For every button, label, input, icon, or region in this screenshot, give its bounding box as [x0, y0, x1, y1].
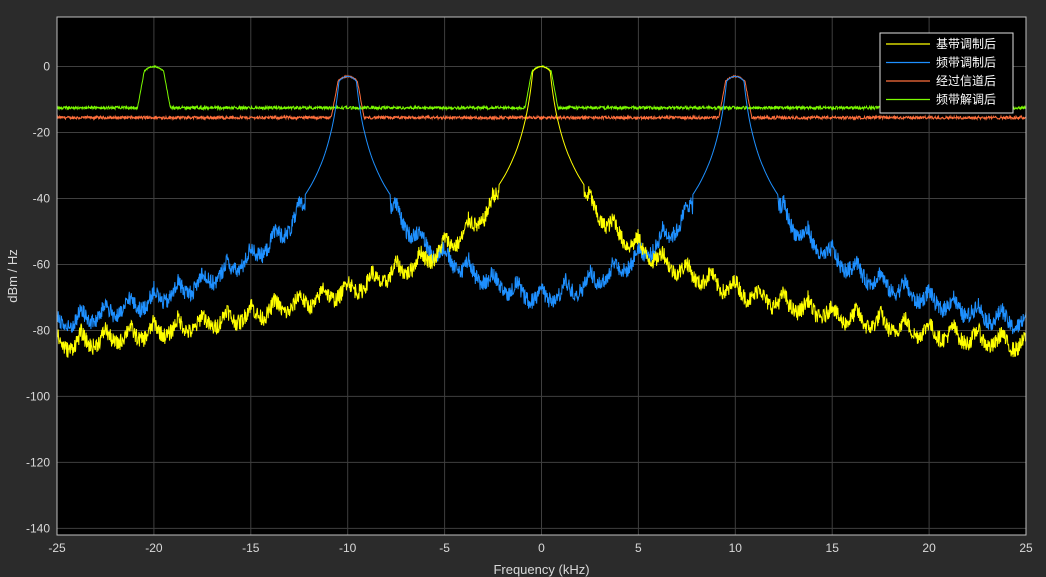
- y-tick-label: 0: [43, 59, 50, 73]
- y-tick-label: -20: [33, 125, 51, 139]
- x-tick-label: 0: [538, 541, 545, 555]
- y-tick-label: -80: [33, 323, 51, 337]
- legend-label: 频带调制后: [936, 56, 996, 70]
- y-tick-label: -120: [26, 455, 50, 469]
- series-line-2: [56, 75, 1027, 335]
- y-tick-label: -60: [33, 257, 51, 271]
- y-axis-label: dBm / Hz: [5, 249, 20, 302]
- plot-frame: [56, 16, 1027, 536]
- x-tick-label: 15: [826, 541, 840, 555]
- x-tick-label: 20: [922, 541, 936, 555]
- x-tick-label: 5: [635, 541, 642, 555]
- series-line-3: [56, 74, 1027, 122]
- x-tick-label: 10: [729, 541, 743, 555]
- series-line-1: [56, 66, 1027, 358]
- legend-label: 经过信道后: [936, 74, 996, 88]
- x-tick-label: -5: [439, 541, 450, 555]
- x-tick-label: 25: [1019, 541, 1033, 555]
- x-tick-label: -10: [339, 541, 357, 555]
- y-tick-label: -100: [26, 389, 50, 403]
- x-tick-label: -20: [145, 541, 163, 555]
- tick-labels: -25 -20 -15 -10 -5 0 5 10 15 20 25 -140 -120 -100 -80 -…: [26, 59, 1033, 555]
- y-tick-label: -140: [26, 521, 50, 535]
- legend-label: 基带调制后: [936, 37, 996, 51]
- series-group: [56, 64, 1027, 358]
- x-axis-label: Frequency (kHz): [493, 562, 589, 577]
- x-tick-label: -15: [242, 541, 260, 555]
- x-tick-label: -25: [48, 541, 66, 555]
- legend-label: 频带解调后: [936, 93, 996, 107]
- y-tick-label: -40: [33, 191, 51, 205]
